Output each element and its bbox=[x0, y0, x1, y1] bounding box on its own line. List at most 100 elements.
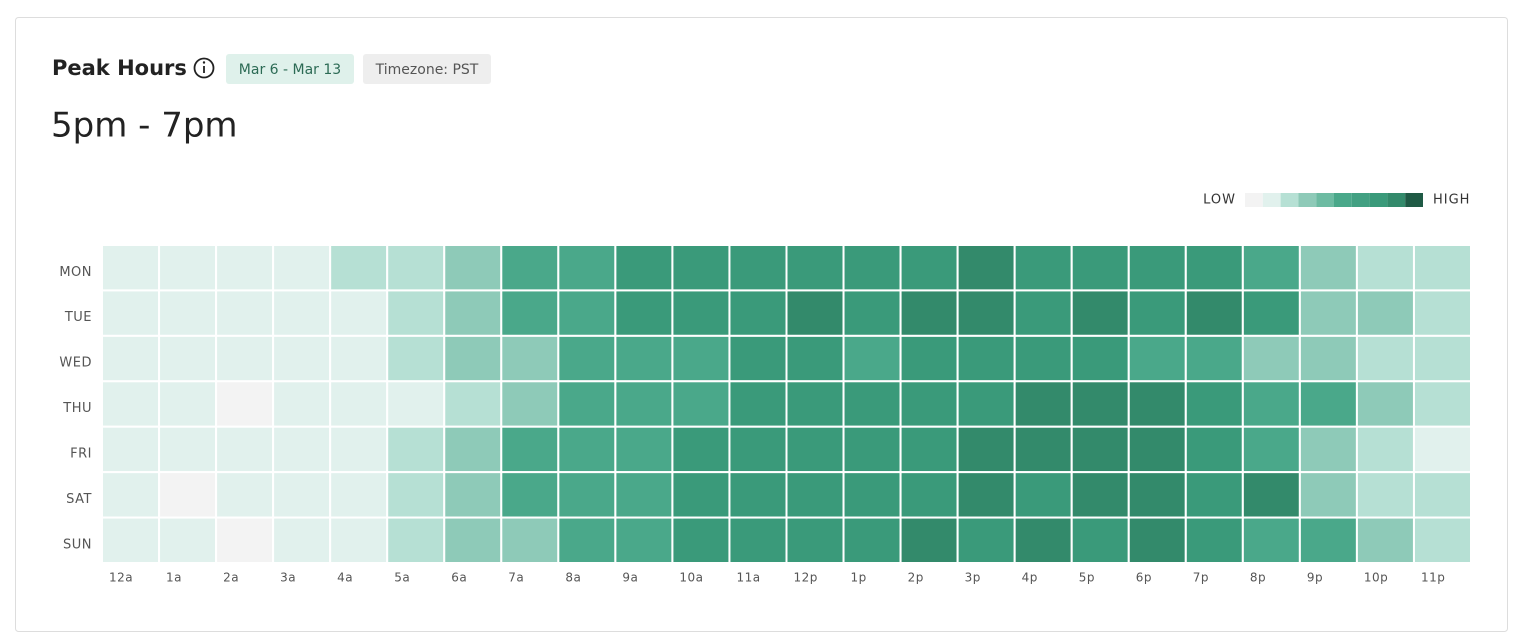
heat-cell bbox=[1412, 289, 1473, 337]
heat-cell bbox=[728, 471, 788, 519]
timezone-badge bbox=[363, 54, 491, 84]
heat-cell bbox=[1070, 334, 1130, 383]
legend-swatch bbox=[1245, 193, 1263, 207]
heat-cell bbox=[842, 471, 902, 519]
hour-label: 12a bbox=[109, 571, 133, 585]
heat-cell bbox=[1184, 425, 1244, 474]
heat-cell bbox=[1127, 516, 1187, 564]
hour-label: 6p bbox=[1136, 571, 1152, 585]
heat-cell bbox=[1127, 471, 1187, 519]
legend-swatch bbox=[1298, 193, 1317, 207]
heat-cell bbox=[1412, 471, 1473, 519]
heat-cell bbox=[1127, 244, 1187, 292]
heat-cell bbox=[443, 334, 503, 383]
heat-cell bbox=[1184, 334, 1244, 383]
peak-range: 5pm - 7pm bbox=[51, 106, 238, 146]
heat-cell bbox=[1127, 380, 1187, 428]
heat-cell bbox=[728, 516, 788, 564]
heat-cell bbox=[215, 380, 275, 428]
heat-cell bbox=[101, 516, 161, 564]
heat-cell bbox=[785, 334, 845, 383]
heat-cell bbox=[386, 244, 446, 292]
heat-cell bbox=[785, 244, 845, 292]
heat-cell bbox=[1070, 425, 1130, 474]
heat-cell bbox=[101, 380, 161, 428]
heat-cell bbox=[101, 244, 161, 292]
heat-cell bbox=[1184, 380, 1244, 428]
heat-cell bbox=[614, 516, 674, 564]
heat-cell bbox=[1013, 516, 1073, 564]
day-label: SAT bbox=[66, 492, 92, 507]
heat-cell bbox=[1070, 471, 1130, 519]
hour-label: 8a bbox=[565, 571, 581, 585]
heat-cell bbox=[443, 380, 503, 428]
heat-cell bbox=[557, 516, 617, 564]
heat-cell bbox=[1355, 425, 1415, 474]
heat-cell bbox=[272, 471, 332, 519]
heat-cell bbox=[1013, 244, 1073, 292]
heat-cell bbox=[1298, 425, 1358, 474]
heat-cell bbox=[956, 425, 1016, 474]
heat-cell bbox=[842, 289, 902, 337]
heat-cell bbox=[614, 471, 674, 519]
heat-cell bbox=[272, 380, 332, 428]
hour-label: 6a bbox=[451, 571, 467, 585]
heat-cell bbox=[1127, 289, 1187, 337]
heat-cell bbox=[1412, 334, 1473, 383]
heat-cell bbox=[272, 289, 332, 337]
hour-label: 3a bbox=[280, 571, 296, 585]
heat-cell bbox=[158, 334, 218, 383]
heat-cell bbox=[956, 471, 1016, 519]
heat-cell bbox=[557, 425, 617, 474]
heat-cell bbox=[1412, 425, 1473, 474]
date-badge[interactable] bbox=[226, 54, 354, 84]
heat-cell bbox=[1355, 334, 1415, 383]
heat-cell bbox=[671, 471, 731, 519]
hour-label: 11a bbox=[736, 571, 760, 585]
hour-label: 3p bbox=[965, 571, 981, 585]
heat-cell bbox=[215, 425, 275, 474]
heat-cell bbox=[272, 425, 332, 474]
heat-cell bbox=[1355, 516, 1415, 564]
heat-cell bbox=[614, 425, 674, 474]
heat-cell bbox=[215, 244, 275, 292]
heat-cell bbox=[158, 425, 218, 474]
hour-label: 9p bbox=[1307, 571, 1323, 585]
heat-cell bbox=[1127, 334, 1187, 383]
heat-cell bbox=[1298, 244, 1358, 292]
day-label: TUE bbox=[64, 310, 92, 325]
hour-label: 4a bbox=[337, 571, 353, 585]
heat-cell bbox=[728, 289, 788, 337]
heat-cell bbox=[785, 425, 845, 474]
heat-cell bbox=[272, 244, 332, 292]
heat-cell bbox=[785, 289, 845, 337]
heat-cell bbox=[842, 244, 902, 292]
heat-cell bbox=[329, 471, 389, 519]
heat-cell bbox=[1184, 289, 1244, 337]
hour-label: 2p bbox=[908, 571, 924, 585]
info-icon[interactable] bbox=[193, 57, 215, 79]
heat-cell bbox=[500, 380, 560, 428]
heat-cell bbox=[500, 516, 560, 564]
card-title: Peak Hours bbox=[52, 56, 187, 80]
heat-cell bbox=[158, 380, 218, 428]
heat-cell bbox=[1355, 380, 1415, 428]
legend-swatch bbox=[1280, 193, 1299, 207]
heat-cell bbox=[386, 516, 446, 564]
heat-cell bbox=[1013, 289, 1073, 337]
heat-cell bbox=[386, 425, 446, 474]
heat-cell bbox=[500, 471, 560, 519]
day-label: MON bbox=[59, 265, 92, 280]
heat-cell bbox=[1184, 244, 1244, 292]
heat-cell bbox=[1298, 516, 1358, 564]
heat-cell bbox=[443, 516, 503, 564]
heat-cell bbox=[671, 516, 731, 564]
day-label: THU bbox=[62, 401, 92, 416]
heat-cell bbox=[557, 244, 617, 292]
heat-cell bbox=[1013, 380, 1073, 428]
heat-cell bbox=[842, 425, 902, 474]
heat-cell bbox=[158, 471, 218, 519]
heat-cell bbox=[1298, 334, 1358, 383]
heat-cell bbox=[614, 334, 674, 383]
heat-cell bbox=[1241, 334, 1301, 383]
